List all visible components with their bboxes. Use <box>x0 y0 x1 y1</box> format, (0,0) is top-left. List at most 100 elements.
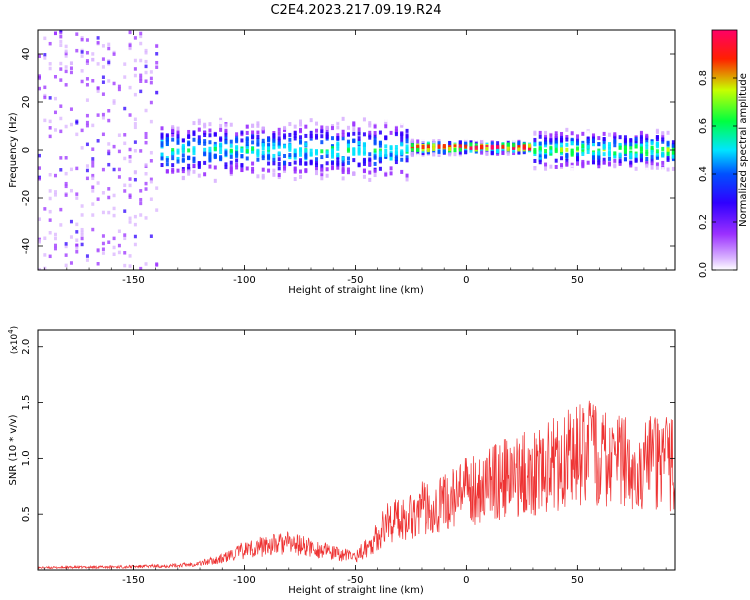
spectrogram-cell <box>80 204 84 208</box>
spectrogram-cell <box>176 112 180 117</box>
spectrogram-cell <box>405 134 409 139</box>
spectrogram-cell <box>139 76 143 81</box>
spectrogram-cell <box>277 138 281 143</box>
spectrogram-cell <box>320 129 324 134</box>
spectrogram-cell <box>219 123 223 128</box>
spectrogram-cell <box>133 122 137 126</box>
spectrogram-cell <box>645 149 649 154</box>
spectrogram-cell <box>288 132 292 137</box>
spectrogram-cell <box>357 140 361 145</box>
spectrogram-cell <box>591 160 595 165</box>
spectrogram-cell <box>101 116 105 120</box>
spectrogram-cell <box>112 252 116 257</box>
spectrogram-cell <box>560 171 564 176</box>
y-tick-label: 40 <box>21 48 32 61</box>
spectrogram-cell <box>437 141 441 146</box>
spectrogram-cell <box>69 219 73 224</box>
spectrogram-cell <box>96 40 100 45</box>
spectrogram-cell <box>75 250 79 254</box>
y-tick-label: 1.0 <box>21 450 32 466</box>
colorbar-tick-label: 0.0 <box>698 262 709 278</box>
spectrogram-cell <box>101 112 105 117</box>
spectrogram-cell <box>139 73 143 78</box>
spectrogram-cell <box>607 144 611 149</box>
colorbar-label: Normalized spectral amplitude <box>738 73 749 227</box>
spectrogram-cell <box>283 144 287 149</box>
spectrogram-cell <box>59 116 63 121</box>
spectrogram-cell <box>560 118 564 123</box>
spectrogram-cell <box>661 160 665 165</box>
spectrogram-cell <box>155 52 159 56</box>
spectrogram-cell <box>48 231 52 235</box>
spectrogram-cell <box>496 135 500 140</box>
spectrogram-cell <box>309 136 313 141</box>
spectrogram-cell <box>357 163 361 168</box>
spectrogram-cell <box>224 152 228 157</box>
spectrogram-cell <box>416 153 420 158</box>
spectrogram-cell <box>171 163 175 168</box>
spectrogram-cell <box>133 177 137 182</box>
spectrogram-cell <box>181 189 185 194</box>
spectrogram-cell <box>149 177 153 182</box>
spectrogram-cell <box>235 190 239 195</box>
spectrogram-cell <box>464 142 468 147</box>
spectrogram-cell <box>629 142 633 147</box>
spectrogram-cell <box>64 171 68 176</box>
spectrogram-cell <box>533 166 537 171</box>
spectrogram-cell <box>394 151 398 156</box>
spectrogram-cell <box>480 153 484 158</box>
spectrogram-cell <box>69 188 73 193</box>
spectrogram-cell <box>384 172 388 177</box>
spectrogram-cell <box>235 153 239 158</box>
spectrogram-cell <box>341 159 345 164</box>
spectrogram-cell <box>272 136 276 141</box>
spectrogram-cell <box>671 140 675 145</box>
spectrogram-cell <box>607 156 611 161</box>
spectrogram-cell <box>512 151 516 156</box>
spectrogram-cell <box>96 139 100 143</box>
spectrogram-cell <box>304 142 308 147</box>
spectrogram-cell <box>544 154 548 159</box>
spectrogram-cell <box>187 129 191 134</box>
spectrogram-cell <box>117 76 121 80</box>
spectrogram-cell <box>464 154 468 159</box>
spectrogram-cell <box>330 166 334 171</box>
spectrogram-cell <box>208 149 212 154</box>
spectrogram-cell <box>208 128 212 133</box>
spectrogram-cell <box>80 128 84 133</box>
spectrogram-cell <box>293 155 297 160</box>
spectrogram-cell <box>634 137 638 142</box>
spectrogram-cell <box>623 172 627 177</box>
spectrogram-cell <box>165 156 169 161</box>
spectrogram-cell <box>112 144 116 149</box>
spectrogram-cell <box>501 154 505 159</box>
spectrogram-cell <box>53 246 57 251</box>
spectrogram-cell <box>671 154 675 159</box>
spectrogram-cell <box>538 130 542 135</box>
spectrogram-cell <box>352 158 356 163</box>
spectrogram-cell <box>613 138 617 143</box>
spectrogram-cell <box>277 136 281 141</box>
spectrogram-cell <box>352 172 356 177</box>
snr-x-ticks: -150 -100 -50 0 50 <box>44 330 667 586</box>
spectrogram-cell <box>53 74 57 79</box>
spectrogram-cell <box>378 150 382 155</box>
spectrogram-cell <box>112 236 116 241</box>
spectrogram-cell <box>394 126 398 131</box>
spectrogram-cell <box>277 141 281 146</box>
spectrogram-cell <box>389 130 393 135</box>
spectrogram-cell <box>139 149 143 153</box>
snr-frame <box>37 329 676 571</box>
spectrogram-cell <box>538 153 542 158</box>
spectrogram-cell <box>623 149 627 154</box>
spectrogram-cell <box>602 141 606 146</box>
snr-panel: -150 -100 -50 0 50 0.5 1.0 1.5 2.0 Height of st… <box>7 326 676 596</box>
spectrogram-cell <box>533 170 537 175</box>
spectrogram-cell <box>448 140 452 145</box>
spectrogram-cell <box>80 146 84 150</box>
spectrogram-cell <box>59 129 63 134</box>
spectrogram-cell <box>442 136 446 141</box>
spectrogram-cell <box>96 181 100 185</box>
spectrogram-cell <box>336 118 340 123</box>
spectrogram-cell <box>85 38 89 42</box>
